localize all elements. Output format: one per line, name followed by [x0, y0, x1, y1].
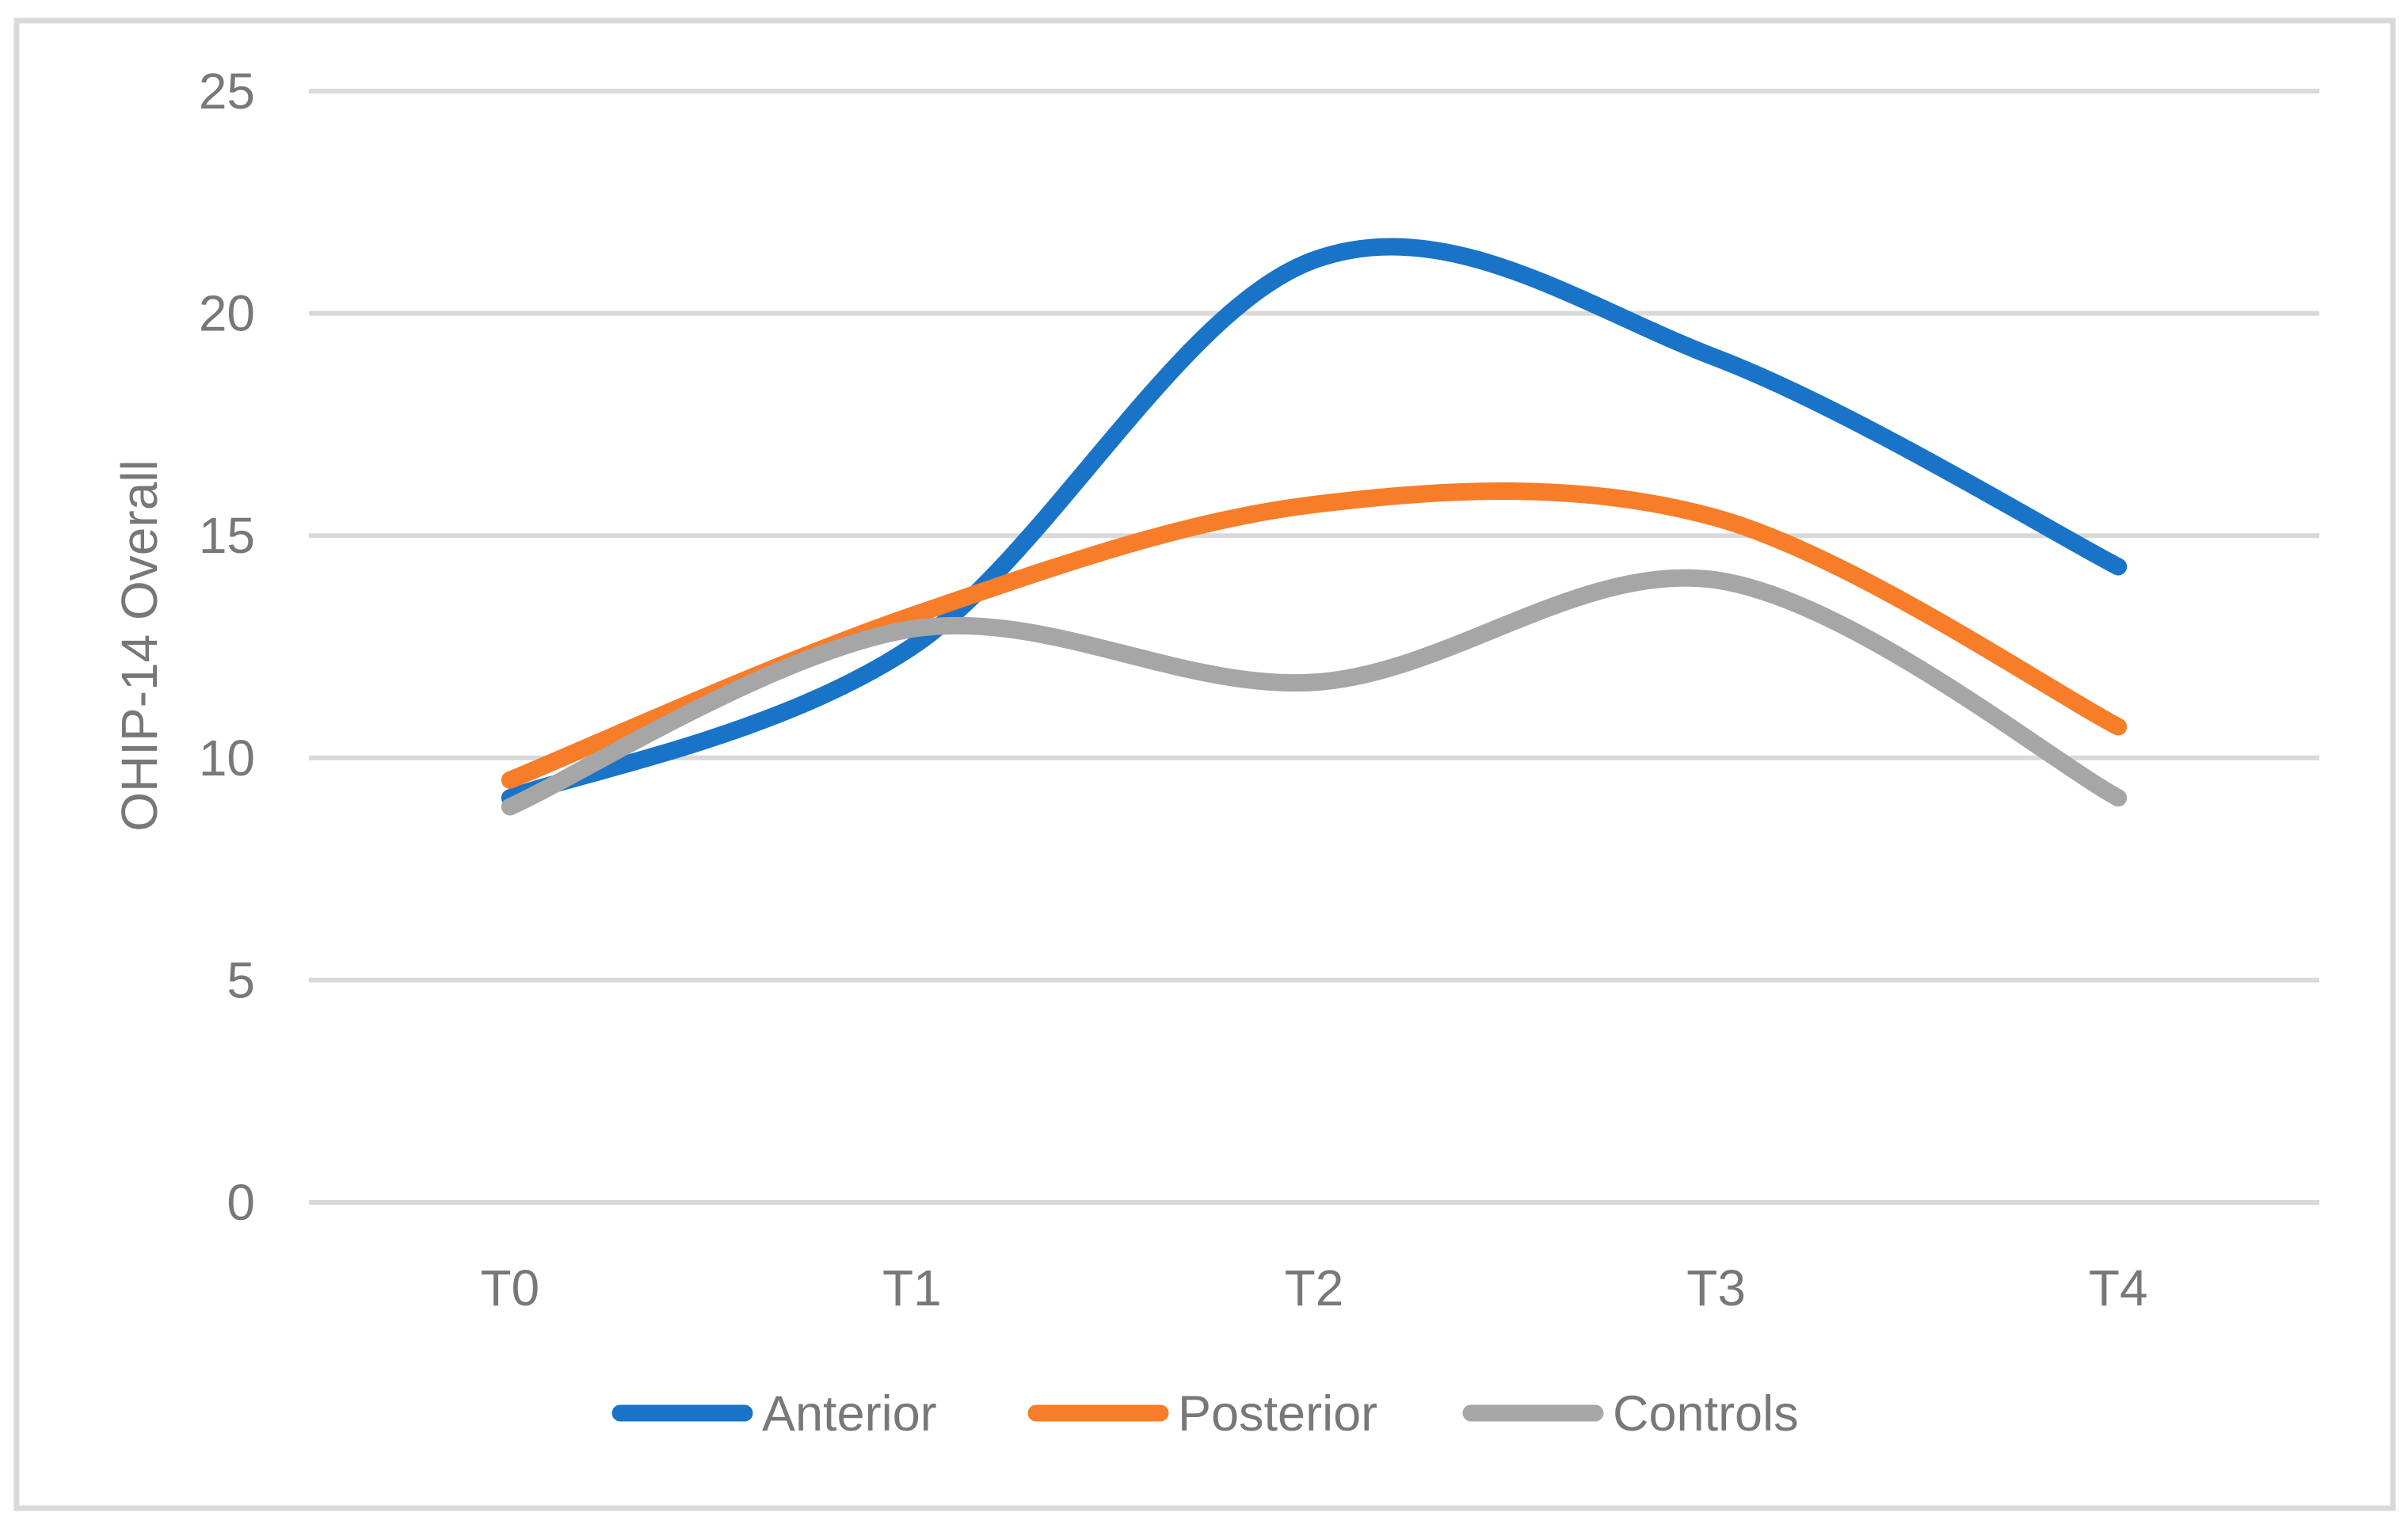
y-tick-label-20: 20: [199, 285, 255, 342]
legend-label-posterior: Posterior: [1178, 1386, 1377, 1442]
y-tick-label-10: 10: [199, 730, 255, 787]
legend-label-anterior: Anterior: [762, 1386, 937, 1442]
series-line-controls: [501, 569, 2128, 816]
x-tick-label-T0: T0: [480, 1259, 539, 1316]
y-tick-label-15: 15: [199, 507, 255, 564]
x-tick-label-T3: T3: [1686, 1259, 1746, 1316]
legend-label-controls: Controls: [1613, 1386, 1799, 1442]
legend-item-controls: Controls: [1462, 1386, 1799, 1442]
x-tick-label-T2: T2: [1285, 1259, 1344, 1316]
series-line-anterior: [501, 238, 2128, 807]
legend-item-anterior: Anterior: [612, 1386, 937, 1442]
y-axis-title: OHIP-14 Overall: [111, 459, 168, 831]
y-tick-label-25: 25: [199, 63, 255, 120]
y-axis-tick-labels: 0 5 10 15 20 25: [199, 63, 255, 1231]
y-tick-label-0: 0: [227, 1174, 255, 1231]
x-tick-label-T4: T4: [2089, 1259, 2148, 1316]
legend: Anterior Posterior Controls: [612, 1386, 1799, 1442]
x-tick-label-T1: T1: [882, 1259, 942, 1316]
legend-item-posterior: Posterior: [1027, 1386, 1377, 1442]
x-axis-tick-labels: T0 T1 T2 T3 T4: [480, 1259, 2147, 1316]
y-tick-label-5: 5: [227, 951, 255, 1008]
series-lines-group: [501, 238, 2128, 816]
chart-border: [13, 17, 2396, 1511]
